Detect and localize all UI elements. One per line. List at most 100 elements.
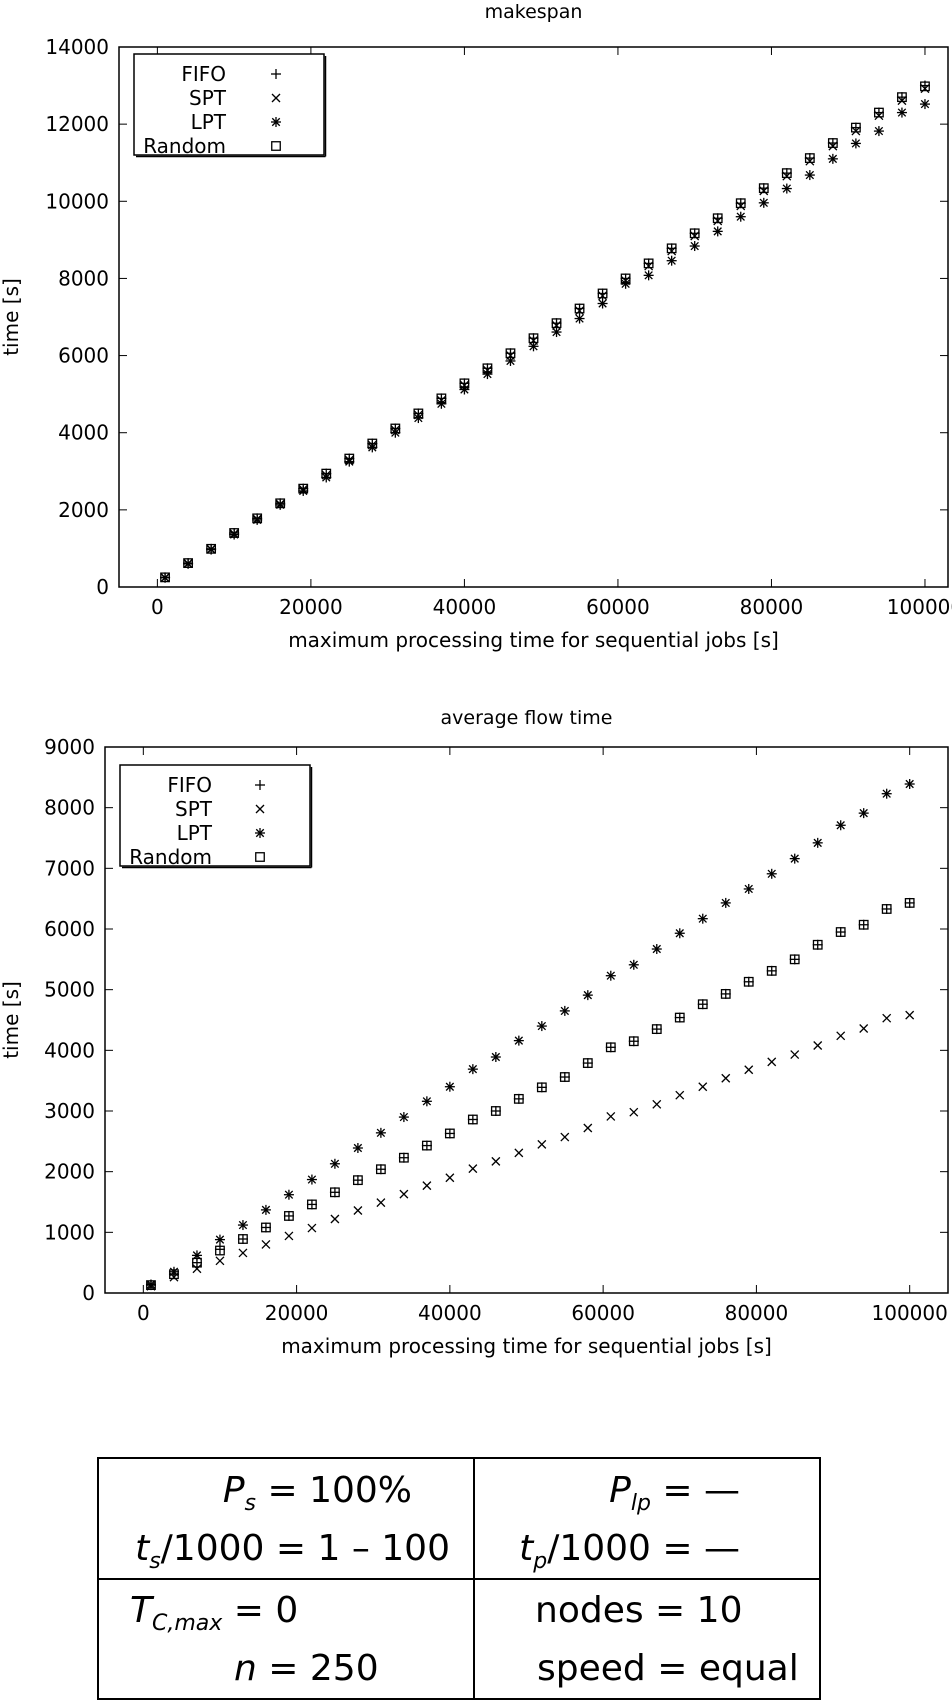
data-point-spt: [805, 156, 815, 166]
data-point-random: [743, 976, 754, 987]
data-point-fifo: [375, 1164, 386, 1175]
data-point-fifo: [835, 927, 846, 938]
data-point-spt: [583, 1123, 593, 1133]
data-point-random: [367, 438, 378, 449]
data-point-random: [559, 1072, 570, 1082]
data-point-random: [298, 483, 309, 494]
legend-label: FIFO: [181, 62, 226, 86]
data-point-lpt: [214, 1234, 225, 1245]
data-point-lpt: [881, 788, 892, 799]
data-point-fifo: [574, 303, 585, 314]
x-tick-label: 100000: [887, 595, 952, 619]
data-point-fifo: [398, 1152, 409, 1163]
data-point-random: [835, 927, 846, 937]
x-axis-label: maximum processing time for sequential j…: [281, 1334, 772, 1358]
data-point-random: [413, 408, 424, 419]
data-point-random: [192, 1257, 202, 1268]
data-point-spt: [782, 171, 792, 181]
legend-label: LPT: [191, 110, 227, 134]
data-point-random: [904, 898, 915, 908]
data-point-random: [160, 572, 170, 583]
data-point-random: [858, 919, 869, 930]
data-point-lpt: [835, 820, 846, 831]
data-point-random: [628, 1036, 639, 1047]
data-point-lpt: [712, 226, 723, 237]
data-point-lpt: [666, 255, 677, 266]
data-point-lpt: [605, 970, 616, 981]
data-point-spt: [598, 291, 608, 301]
data-point-spt: [468, 1164, 478, 1174]
series-spt: [146, 1010, 915, 1291]
data-point-random: [528, 333, 539, 344]
data-point-spt: [897, 96, 907, 106]
data-point-fifo: [421, 1140, 432, 1151]
data-point-spt: [767, 1057, 777, 1067]
data-point-random: [920, 81, 930, 92]
data-point-spt: [537, 1139, 547, 1149]
data-point-random: [620, 273, 631, 284]
series-random: [146, 898, 915, 1291]
data-point-lpt: [482, 369, 493, 380]
data-point-random: [375, 1164, 386, 1175]
data-point-lpt: [620, 278, 631, 289]
y-tick-label: 7000: [44, 856, 95, 880]
data-point-random: [229, 528, 240, 538]
data-point-fifo: [858, 919, 869, 930]
data-point-spt: [552, 321, 561, 330]
y-tick-label: 4000: [58, 421, 109, 445]
data-point-lpt: [735, 211, 746, 222]
data-point-random: [605, 1042, 616, 1053]
x-tick-label: 80000: [740, 595, 804, 619]
data-point-lpt: [444, 1081, 455, 1092]
data-point-lpt: [490, 1052, 501, 1063]
data-point-spt: [629, 1107, 639, 1117]
series-random: [160, 81, 930, 583]
data-point-lpt: [597, 298, 608, 309]
x-tick-label: 40000: [433, 595, 497, 619]
y-tick-label: 8000: [44, 796, 95, 820]
data-point-random: [459, 378, 470, 389]
data-point-spt: [307, 1223, 317, 1233]
data-point-lpt: [574, 313, 585, 324]
data-point-random: [551, 318, 562, 329]
data-point-fifo: [904, 897, 915, 908]
x-tick-label: 20000: [279, 595, 343, 619]
data-point-random: [505, 348, 516, 359]
legend-marker-lpt: [255, 828, 265, 838]
data-point-random: [674, 1012, 685, 1023]
data-point-random: [330, 1187, 340, 1198]
data-point-spt: [759, 186, 769, 196]
param-nodes: nodes = 10: [535, 1590, 742, 1631]
data-point-lpt: [689, 241, 700, 252]
data-point-lpt: [559, 1005, 570, 1016]
data-point-lpt: [651, 944, 662, 955]
data-point-fifo: [651, 1024, 662, 1035]
data-point-spt: [284, 1231, 294, 1241]
data-point-random: [812, 939, 823, 950]
data-point-lpt: [329, 1158, 340, 1169]
x-tick-label: 0: [137, 1301, 150, 1325]
data-point-random: [169, 1269, 179, 1280]
data-point-spt: [690, 231, 700, 241]
data-point-fifo: [237, 1234, 248, 1245]
y-tick-label: 0: [82, 1281, 95, 1305]
x-tick-label: 60000: [586, 595, 650, 619]
data-point-spt: [836, 1031, 846, 1041]
data-point-random: [146, 1280, 156, 1291]
data-point-fifo: [444, 1128, 455, 1139]
data-point-random: [421, 1140, 432, 1151]
data-point-lpt: [421, 1096, 432, 1107]
data-point-spt: [813, 1041, 823, 1050]
y-tick-label: 6000: [58, 344, 109, 368]
legend-box: [119, 764, 311, 867]
data-point-random: [827, 138, 838, 148]
data-point-fifo: [559, 1072, 570, 1083]
data-point-fifo: [490, 1106, 501, 1116]
data-point-spt: [376, 1198, 386, 1208]
data-point-lpt: [904, 779, 915, 790]
data-point-random: [850, 122, 861, 133]
data-point-random: [206, 543, 217, 554]
data-point-random: [881, 904, 892, 914]
legend-box: [133, 53, 325, 156]
data-point-lpt: [536, 1021, 547, 1032]
